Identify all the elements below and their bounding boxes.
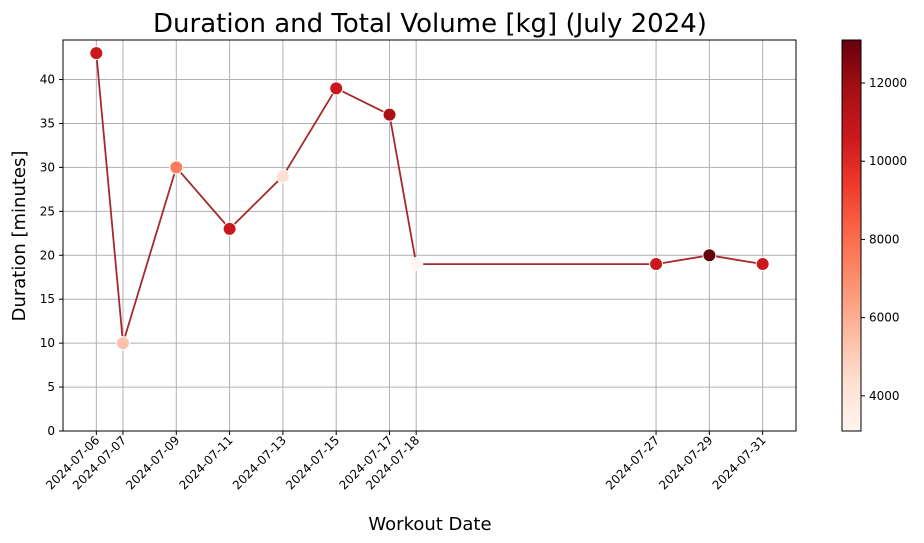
y-tick-label: 0 [47,424,55,438]
y-tick-label: 30 [40,160,55,174]
y-tick-label: 20 [40,248,55,262]
data-point [382,107,397,122]
y-axis: 0 5 10 15 20 25 30 35 40 [40,73,63,438]
data-points [89,46,770,351]
data-point [222,221,237,236]
colorbar-axis: 4000 6000 8000 10000 12000 [861,76,907,403]
data-point [649,257,664,272]
x-tick-label: 2024-07-29 [656,433,715,492]
x-axis-label: Workout Date [368,514,491,535]
x-tick-label: 2024-07-11 [176,433,235,492]
colorbar-tick-label: 6000 [869,311,900,325]
data-point [329,81,344,96]
plot-frame [62,39,797,432]
gridlines [63,40,796,432]
colorbar [841,39,862,432]
data-point [702,248,717,263]
data-point [115,336,130,351]
colorbar-tick-label: 4000 [869,389,900,403]
y-tick-label: 35 [40,116,55,130]
y-tick-label: 10 [40,336,55,350]
colorbar-tick-label: 10000 [869,154,907,168]
y-tick-label: 25 [40,204,55,218]
data-point [755,257,770,272]
y-axis-label: Duration [minutes] [9,151,30,322]
y-tick-label: 15 [40,292,55,306]
colorbar-tick-label: 12000 [869,76,907,90]
x-tick-label: 2024-07-15 [283,433,342,492]
x-tick-label: 2024-07-09 [123,433,182,492]
colorbar-tick-label: 8000 [869,232,900,246]
x-axis: 2024-07-062024-07-072024-07-092024-07-11… [43,431,769,492]
chart-title: Duration and Total Volume [kg] (July 202… [153,9,707,39]
data-point [89,46,104,61]
x-tick-label: 2024-07-13 [230,433,289,492]
data-point [169,160,184,175]
y-tick-label: 40 [40,73,55,87]
x-tick-label: 2024-07-27 [603,433,662,492]
data-point [275,169,290,184]
y-tick-label: 5 [47,380,55,394]
x-tick-label: 2024-07-31 [710,433,769,492]
data-point [409,257,424,272]
